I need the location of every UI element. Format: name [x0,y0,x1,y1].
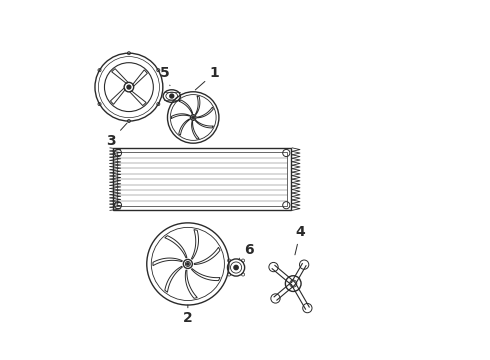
Text: 6: 6 [239,243,254,258]
Circle shape [187,263,189,265]
Bar [117,152,287,206]
Bar [113,148,292,210]
Text: 2: 2 [183,305,193,324]
Text: 4: 4 [295,225,305,255]
Text: 1: 1 [196,66,220,90]
Circle shape [170,94,174,98]
Text: 3: 3 [106,123,127,148]
Circle shape [234,265,238,270]
Circle shape [193,117,194,118]
Text: 5: 5 [160,66,170,86]
Circle shape [127,85,131,89]
